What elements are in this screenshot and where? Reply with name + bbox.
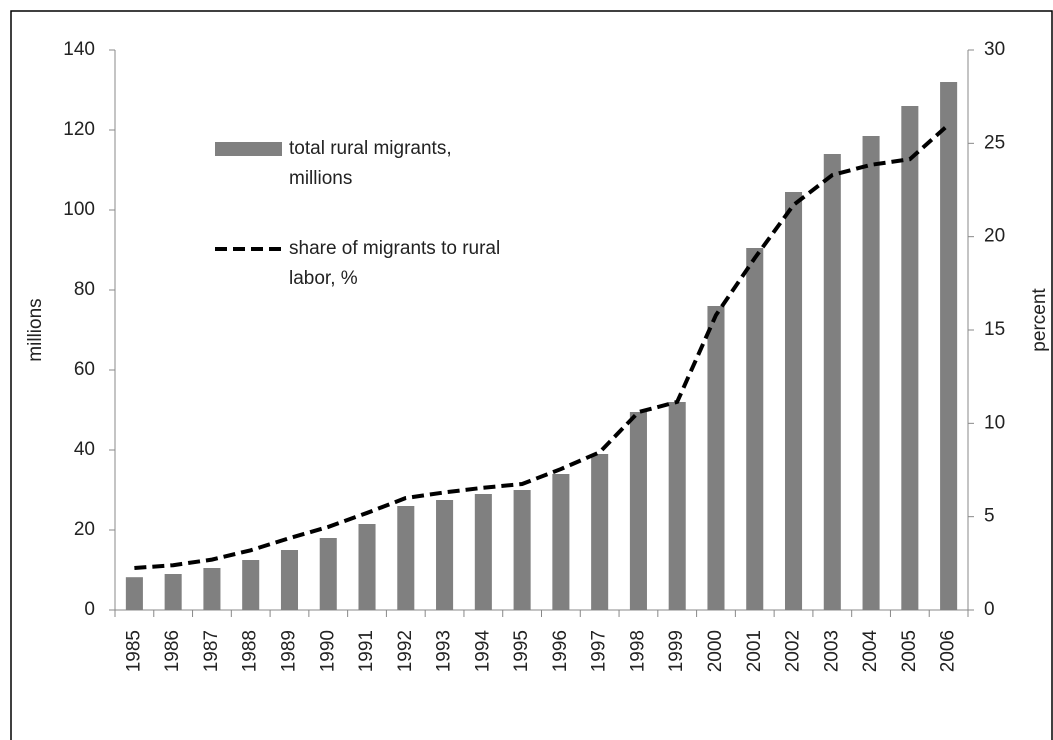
y-tick-label: 80 [74, 279, 95, 300]
legend-label: total rural migrants, millions [289, 138, 452, 189]
y-tick-label: 40 [74, 439, 95, 460]
x-tick-label: 1999 [666, 630, 687, 672]
bar [668, 402, 686, 610]
y-tick-label: 20 [74, 519, 95, 540]
x-tick-label: 1992 [395, 630, 416, 672]
bar [784, 192, 803, 610]
bar [125, 577, 143, 610]
y-axis-label: millions [25, 298, 46, 361]
y2-tick-label: 20 [984, 226, 1005, 247]
x-tick-label: 1985 [123, 630, 144, 672]
legend-label: share of migrants to rural labor, % [289, 238, 501, 289]
bar [319, 538, 337, 610]
bar [358, 524, 376, 610]
frame [10, 10, 1053, 740]
x-tick-label: 1995 [511, 630, 532, 672]
bar [901, 106, 919, 610]
y-tick-label: 0 [84, 599, 95, 620]
bar [164, 574, 182, 610]
y2-tick-label: 0 [984, 599, 995, 620]
y2-axis-label: percent [1029, 288, 1050, 352]
bar [823, 154, 841, 610]
bar [862, 136, 880, 610]
y2-tick-label: 5 [984, 506, 995, 527]
x-tick-label: 1994 [472, 630, 493, 673]
x-tick-label: 1993 [434, 630, 455, 672]
bar [629, 412, 647, 610]
x-tick-label: 2003 [821, 630, 842, 672]
y2-tick-label: 15 [984, 319, 1005, 340]
bar [280, 550, 299, 610]
bar [746, 248, 764, 610]
line [134, 123, 950, 570]
x-tick-label: 1989 [278, 630, 299, 672]
x-tick-label: 2002 [783, 630, 804, 672]
x-tick-label: 1986 [162, 630, 183, 672]
x-tick-label: 1998 [627, 630, 648, 672]
x-tick-label: 2006 [938, 630, 959, 672]
x-tick-label: 2001 [744, 630, 765, 672]
y-tick-label: 60 [74, 359, 95, 380]
y-tick-label: 100 [63, 199, 95, 220]
x-tick-label: 2004 [860, 630, 881, 673]
legend-swatch [215, 142, 282, 156]
y2-tick-label: 10 [984, 412, 1005, 433]
x-tick-label: 1988 [240, 630, 261, 672]
bar [474, 494, 492, 610]
x-tick-label: 1987 [201, 630, 222, 672]
bar [591, 454, 609, 610]
x-tick-label: 1990 [317, 630, 338, 672]
x-tick-label: 1997 [589, 630, 610, 672]
bar [513, 490, 531, 610]
y-tick-label: 120 [63, 119, 95, 140]
bar [203, 568, 221, 610]
bar [436, 500, 454, 610]
x-tick-label: 2000 [705, 630, 726, 672]
y2-tick-label: 25 [984, 132, 1005, 153]
y2-tick-label: 30 [984, 39, 1005, 60]
bar [707, 306, 725, 610]
x-tick-label: 2005 [899, 630, 920, 672]
x-tick-label: 1996 [550, 630, 571, 672]
bar [242, 560, 260, 610]
x-tick-label: 1991 [356, 630, 377, 672]
bar [397, 506, 415, 610]
y-tick-label: 140 [63, 39, 95, 60]
bar [552, 474, 570, 610]
bar [940, 82, 958, 610]
